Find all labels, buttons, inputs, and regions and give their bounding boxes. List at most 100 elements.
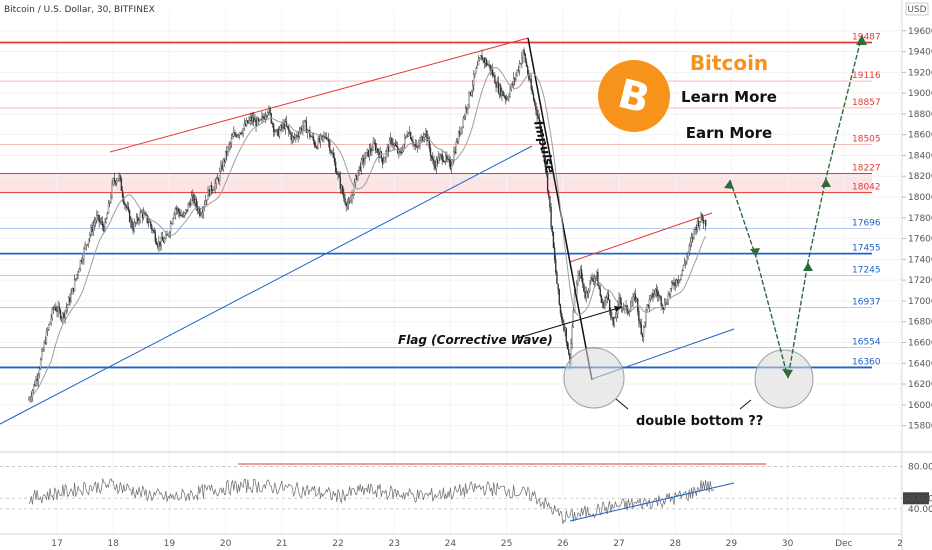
double-bottom-circle-left	[563, 347, 625, 409]
candle-body	[456, 141, 459, 143]
candle-body	[508, 95, 510, 99]
candle-body	[195, 199, 197, 207]
candle-body	[642, 326, 645, 337]
candle-body	[400, 152, 402, 154]
candle-body	[671, 282, 673, 289]
candle-body	[110, 196, 112, 203]
candle-body	[350, 200, 352, 203]
candle-body	[614, 317, 617, 319]
candle-body	[308, 129, 310, 131]
candle-body	[160, 237, 162, 246]
y-tick-label: 17600.0	[908, 235, 932, 245]
x-tick-label: 28	[669, 539, 681, 549]
rsi-current-badge	[903, 492, 929, 505]
candle-body	[344, 198, 346, 204]
candle-body	[572, 310, 574, 328]
candle-body	[587, 290, 590, 294]
candle-body	[551, 226, 553, 233]
candle-body	[359, 166, 361, 171]
candle-body	[496, 82, 498, 88]
candle-body	[153, 230, 155, 233]
candle-body	[550, 206, 552, 227]
candle-body	[295, 135, 297, 138]
candle-body	[646, 304, 648, 311]
candle-body	[652, 293, 654, 298]
flag-pointer-arrow	[517, 306, 623, 339]
candle-body	[107, 202, 110, 214]
candle-body	[596, 271, 598, 277]
candle-body	[213, 189, 215, 191]
y-tick-label: 17000.0	[908, 297, 932, 307]
candle-body	[421, 136, 423, 141]
rsi-line	[28, 477, 715, 525]
candle-body	[549, 196, 551, 208]
candle-body	[202, 207, 205, 213]
candle-body	[56, 310, 58, 312]
candle-body	[32, 384, 35, 391]
projection-path	[729, 34, 863, 379]
candle-body	[62, 313, 64, 319]
candle-body	[114, 180, 117, 184]
candle-body	[357, 170, 359, 180]
candle-body	[626, 305, 628, 314]
candle-body	[271, 122, 274, 125]
candle-body	[637, 298, 639, 312]
candle-body	[605, 297, 607, 302]
projection-arrowheads	[724, 35, 867, 378]
candle-body	[61, 317, 63, 319]
level-label-19487: 19487	[852, 33, 881, 43]
candle-body	[86, 243, 89, 246]
candle-body	[93, 222, 96, 226]
candle-body	[261, 116, 263, 120]
candle-body	[281, 125, 283, 128]
y-tick-label: 15800.0	[908, 422, 932, 432]
candle-body	[97, 215, 99, 216]
candle-body	[592, 279, 594, 282]
candle-body	[200, 214, 202, 216]
candle-body	[92, 225, 94, 232]
candle-body	[288, 127, 290, 132]
candle-body	[552, 231, 555, 248]
candle-body	[556, 272, 558, 284]
candle-body	[310, 136, 312, 138]
candle-body	[606, 293, 608, 299]
candle-body	[338, 173, 340, 178]
candle-body	[274, 131, 276, 133]
candle-body	[545, 166, 548, 174]
candle-body	[553, 247, 556, 260]
candle-body	[284, 121, 286, 129]
candle-body	[222, 159, 224, 170]
candle-body	[408, 132, 411, 135]
candle-body	[386, 147, 388, 152]
candle-body	[57, 306, 59, 312]
candle-body	[502, 90, 504, 96]
y-tick-label: 16800.0	[908, 318, 932, 328]
candle-body	[577, 275, 579, 284]
candle-body	[461, 126, 463, 129]
candle-body	[301, 128, 303, 132]
candle-body	[317, 138, 319, 149]
candle-body	[512, 77, 515, 85]
candle-body	[557, 283, 559, 290]
candle-body	[346, 204, 349, 207]
candle-body	[446, 155, 448, 160]
candle-body	[64, 310, 66, 318]
candle-body	[457, 131, 460, 143]
candle-body	[384, 157, 386, 162]
candle-body	[700, 213, 702, 222]
candle-body	[152, 229, 154, 231]
candle-body	[385, 151, 387, 159]
candle-body	[593, 278, 596, 282]
y-tick-label: 18600.0	[908, 131, 932, 141]
candle-body	[655, 289, 658, 293]
arrowhead-3	[782, 369, 793, 378]
x-tick-label: 2	[897, 539, 903, 549]
candle-body	[372, 142, 374, 151]
candle-body	[673, 282, 675, 286]
candle-body	[240, 132, 242, 134]
candle-body	[105, 218, 107, 223]
candle-body	[703, 220, 706, 224]
candle-body	[591, 277, 593, 281]
candle-body	[131, 219, 133, 228]
